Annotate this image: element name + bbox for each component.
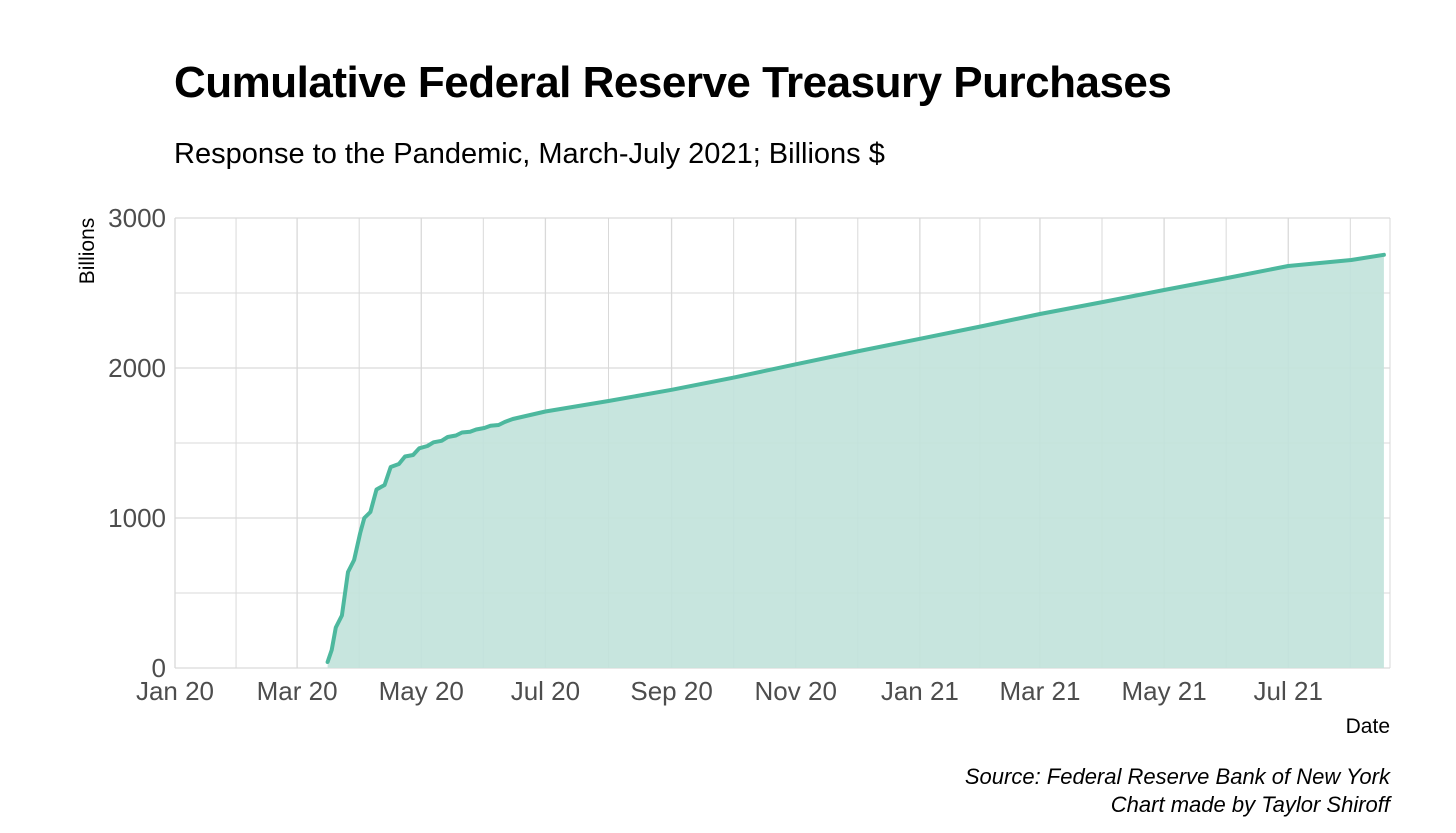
y-tick-label: 0 [152, 653, 166, 683]
chart-title: Cumulative Federal Reserve Treasury Purc… [174, 58, 1172, 107]
chart-subtitle: Response to the Pandemic, March-July 202… [174, 138, 885, 170]
x-tick-label: Jan 21 [881, 676, 959, 706]
chart-caption: Source: Federal Reserve Bank of New York… [965, 763, 1390, 819]
source-caption: Source: Federal Reserve Bank of New York [964, 764, 1390, 789]
y-tick-label: 3000 [108, 203, 166, 233]
credit-caption: Chart made by Taylor Shiroff [1110, 792, 1390, 817]
x-tick-label: Mar 21 [999, 676, 1080, 706]
x-tick-label: Jan 20 [136, 676, 214, 706]
x-tick-label: Jul 20 [511, 676, 580, 706]
x-tick-label: Nov 20 [755, 676, 837, 706]
y-tick-label: 2000 [108, 353, 166, 383]
x-tick-label: May 20 [379, 676, 464, 706]
x-tick-label: May 21 [1121, 676, 1206, 706]
x-tick-label: Sep 20 [630, 676, 712, 706]
x-tick-label: Jul 21 [1254, 676, 1323, 706]
series-line [325, 252, 1386, 664]
y-axis-title: Billions [76, 218, 99, 285]
x-axis-title: Date [1346, 715, 1390, 738]
x-tick-label: Mar 20 [257, 676, 338, 706]
y-tick-label: 1000 [108, 503, 166, 533]
tick-labels: 0 1000 2000 3000 Jan 20 Mar 20 May 20 Jul 20 Sep… [108, 203, 1323, 706]
area-fill [327, 254, 1384, 669]
